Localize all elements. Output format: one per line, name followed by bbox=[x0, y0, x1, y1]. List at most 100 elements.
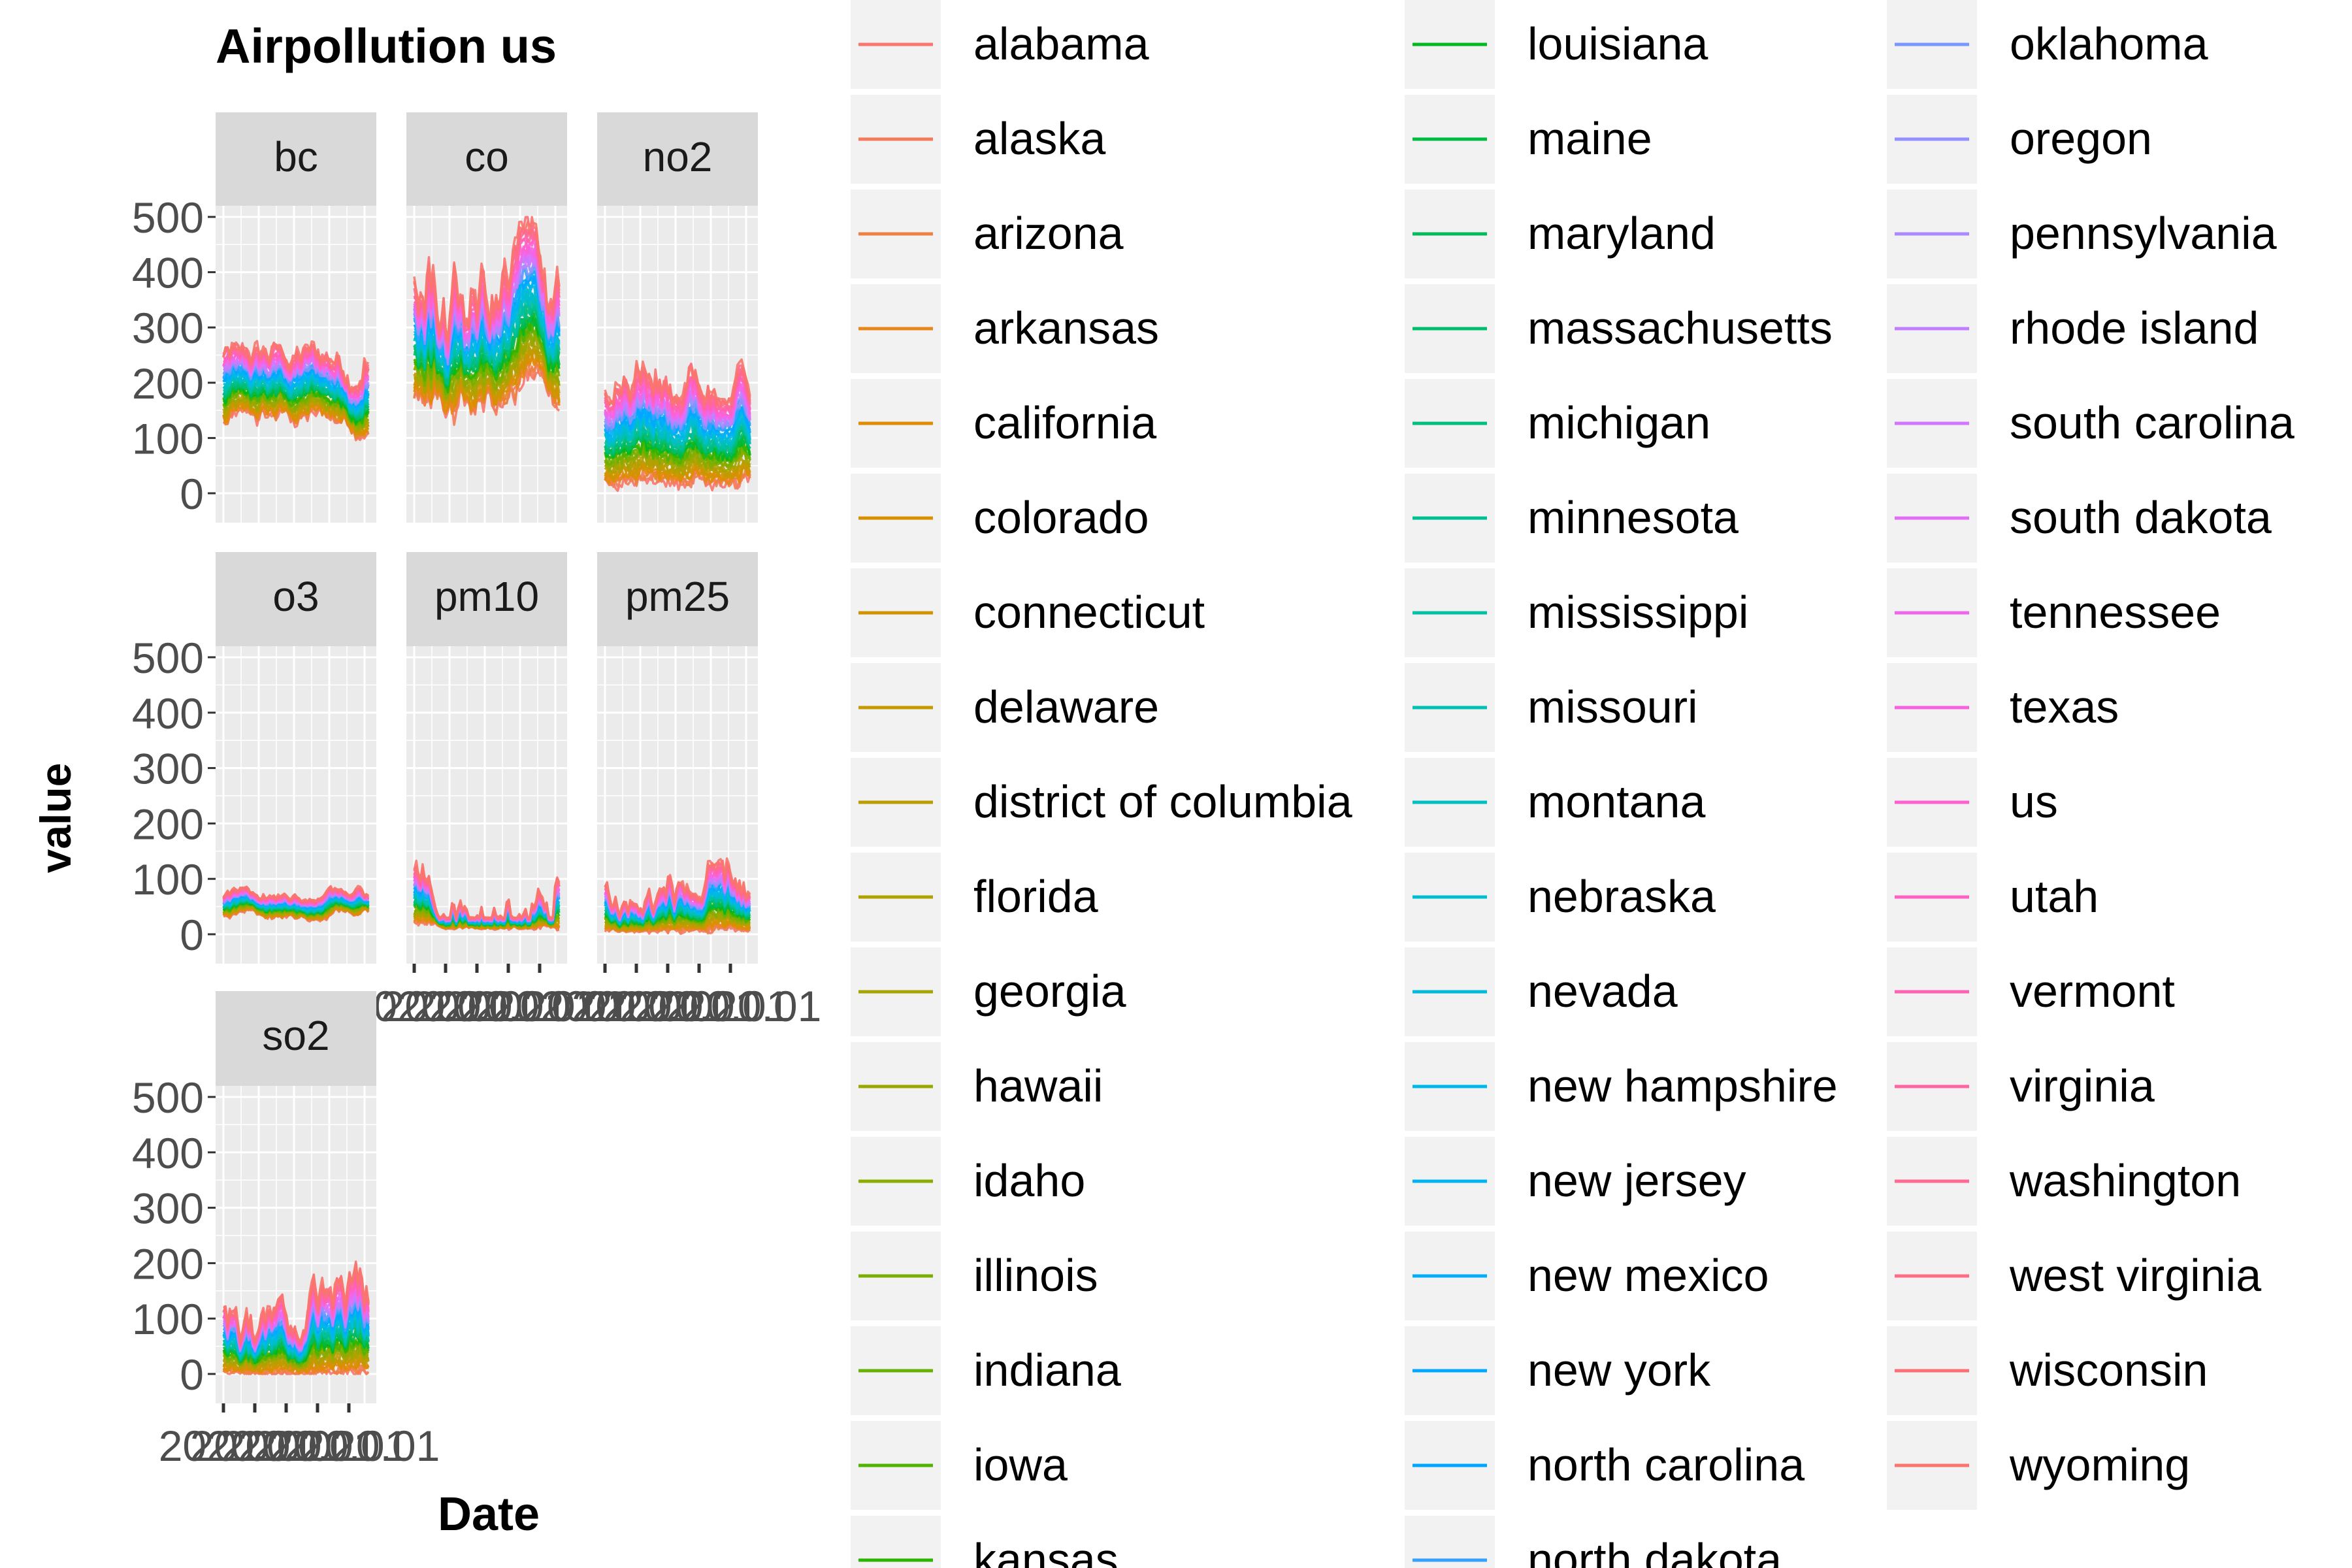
x-tick-label: 2020.01 bbox=[284, 1422, 440, 1470]
legend-item-montana: montana bbox=[1405, 758, 1705, 847]
legend-item-oklahoma: oklahoma bbox=[1887, 0, 2208, 89]
x-tick-label: 2020.01 bbox=[159, 1422, 315, 1470]
x-tick-label: 2020.01 bbox=[572, 982, 728, 1030]
x-tick-label: 2020.01 bbox=[540, 982, 696, 1030]
y-tick-label: 0 bbox=[180, 470, 204, 518]
series-line-wyoming bbox=[222, 340, 370, 391]
legend-item-nevada: nevada bbox=[1405, 947, 1678, 1036]
series-line-alaska bbox=[604, 922, 751, 935]
legend-label: us bbox=[2010, 776, 2058, 827]
legend-item-minnesota: minnesota bbox=[1405, 474, 1739, 563]
legend-label: indiana bbox=[973, 1345, 1121, 1396]
legend-label: minnesota bbox=[1527, 492, 1739, 543]
facet-label: co bbox=[465, 133, 509, 180]
legend-item-maine: maine bbox=[1405, 95, 1652, 184]
legend-item-alaska: alaska bbox=[851, 95, 1105, 184]
series-line-wyoming bbox=[413, 220, 561, 338]
facet-no2: no2 bbox=[597, 112, 758, 523]
x-tick-label: 2020.01 bbox=[253, 1422, 409, 1470]
legend-item-maryland: maryland bbox=[1405, 189, 1716, 278]
y-tick-label: 400 bbox=[132, 689, 204, 738]
facet-strip bbox=[406, 112, 567, 206]
series-lines bbox=[604, 857, 751, 936]
facet-label: bc bbox=[274, 133, 318, 180]
legend-item-texas: texas bbox=[1887, 663, 2119, 752]
x-tick-label: 2020.01 bbox=[634, 982, 791, 1030]
series-line-tennessee bbox=[604, 381, 751, 421]
legend-label: oregon bbox=[2010, 113, 2152, 164]
legend-item-iowa: iowa bbox=[851, 1421, 1068, 1510]
legend-item-tennessee: tennessee bbox=[1887, 568, 2221, 657]
legend-item-alabama: alabama bbox=[851, 0, 1149, 89]
legend-label: colorado bbox=[973, 492, 1149, 543]
facet-bc: bc 0 100 200 300 400 500 bbox=[132, 112, 376, 523]
legend-item-california: california bbox=[851, 379, 1156, 468]
legend-item-arizona: arizona bbox=[851, 189, 1124, 278]
series-line-illinois bbox=[604, 444, 751, 468]
chart-title: Airpollution us bbox=[216, 19, 557, 73]
x-tick-label: 2020.01 bbox=[475, 982, 631, 1030]
legend-item-wyoming: wyoming bbox=[1887, 1421, 2190, 1510]
legend-item-delaware: delaware bbox=[851, 663, 1159, 752]
y-tick-label: 500 bbox=[132, 193, 204, 242]
y-tick-label: 0 bbox=[180, 911, 204, 959]
x-tick-label: 2020.01 bbox=[190, 1422, 346, 1470]
legend-item-illinois: illinois bbox=[851, 1232, 1098, 1320]
series-line-wyoming bbox=[222, 1260, 370, 1343]
legend-item-missouri: missouri bbox=[1405, 663, 1698, 752]
facet-so2: so2 0 100 200 300 400 500 2020.012020.012020.01… bbox=[132, 991, 440, 1470]
legend-label: montana bbox=[1527, 776, 1705, 827]
legend-label: maryland bbox=[1527, 208, 1716, 259]
legend-label: mississippi bbox=[1527, 587, 1748, 638]
y-tick-label: 500 bbox=[132, 634, 204, 682]
facet-co: co bbox=[406, 112, 567, 523]
legend-item-virginia: virginia bbox=[1887, 1042, 2155, 1131]
x-axis-label: Date bbox=[438, 1488, 540, 1541]
legend-label: virginia bbox=[2010, 1060, 2155, 1111]
legend-label: alabama bbox=[973, 18, 1149, 69]
legend-label: south carolina bbox=[2010, 397, 2295, 448]
facet-label: so2 bbox=[262, 1012, 329, 1059]
legend-item-south-dakota: south dakota bbox=[1887, 474, 2272, 563]
legend-label: wyoming bbox=[2009, 1439, 2190, 1490]
legend-label: utah bbox=[2010, 871, 2099, 922]
y-tick-label: 400 bbox=[132, 1129, 204, 1177]
legend-label: west virginia bbox=[2009, 1250, 2261, 1301]
legend-label: texas bbox=[2010, 681, 2119, 732]
y-tick-label: 100 bbox=[132, 855, 204, 904]
facet-strip bbox=[597, 552, 758, 646]
legend-label: arkansas bbox=[973, 302, 1159, 353]
series-lines bbox=[413, 859, 561, 932]
legend-item-oregon: oregon bbox=[1887, 95, 2152, 184]
y-tick-label: 500 bbox=[132, 1073, 204, 1122]
legend-item-colorado: colorado bbox=[851, 474, 1149, 563]
legend-item-new-jersey: new jersey bbox=[1405, 1137, 1746, 1226]
legend-item-massachusetts: massachusetts bbox=[1405, 284, 1833, 373]
facet-o3: o3 0 100 200 300 400 500 bbox=[132, 552, 376, 964]
legend-label: georgia bbox=[973, 966, 1126, 1017]
legend-label: north dakota bbox=[1527, 1534, 1782, 1568]
legend-label: massachusetts bbox=[1527, 302, 1833, 353]
x-tick-label: 2020.01 bbox=[444, 982, 600, 1030]
legend-label: new york bbox=[1527, 1345, 1711, 1396]
legend-item-district-of-columbia: district of columbia bbox=[851, 758, 1352, 847]
legend-item-kansas: kansas bbox=[851, 1516, 1119, 1568]
legend-item-indiana: indiana bbox=[851, 1326, 1121, 1415]
legend-item-florida: florida bbox=[851, 853, 1098, 941]
facet-label: pm10 bbox=[434, 573, 539, 620]
facet-panels: bc 0 100 200 300 400 500 co no2 o3 0 100 200 300 400 50… bbox=[132, 112, 821, 1470]
legend-item-west-virginia: west virginia bbox=[1887, 1232, 2261, 1320]
legend-item-georgia: georgia bbox=[851, 947, 1126, 1036]
legend-item-vermont: vermont bbox=[1887, 947, 2175, 1036]
x-tick-label: 2020.01 bbox=[412, 982, 568, 1030]
legend-item-arkansas: arkansas bbox=[851, 284, 1159, 373]
series-lines bbox=[413, 216, 561, 427]
y-tick-label: 400 bbox=[132, 249, 204, 297]
y-tick-label: 200 bbox=[132, 1239, 204, 1288]
series-line-wyoming bbox=[604, 358, 751, 406]
legend-label: arizona bbox=[973, 208, 1124, 259]
legend-item-wisconsin: wisconsin bbox=[1887, 1326, 2208, 1415]
legend: alabama alaska arizona arkansas california co… bbox=[851, 0, 2295, 1568]
series-line-nevada bbox=[414, 284, 561, 378]
